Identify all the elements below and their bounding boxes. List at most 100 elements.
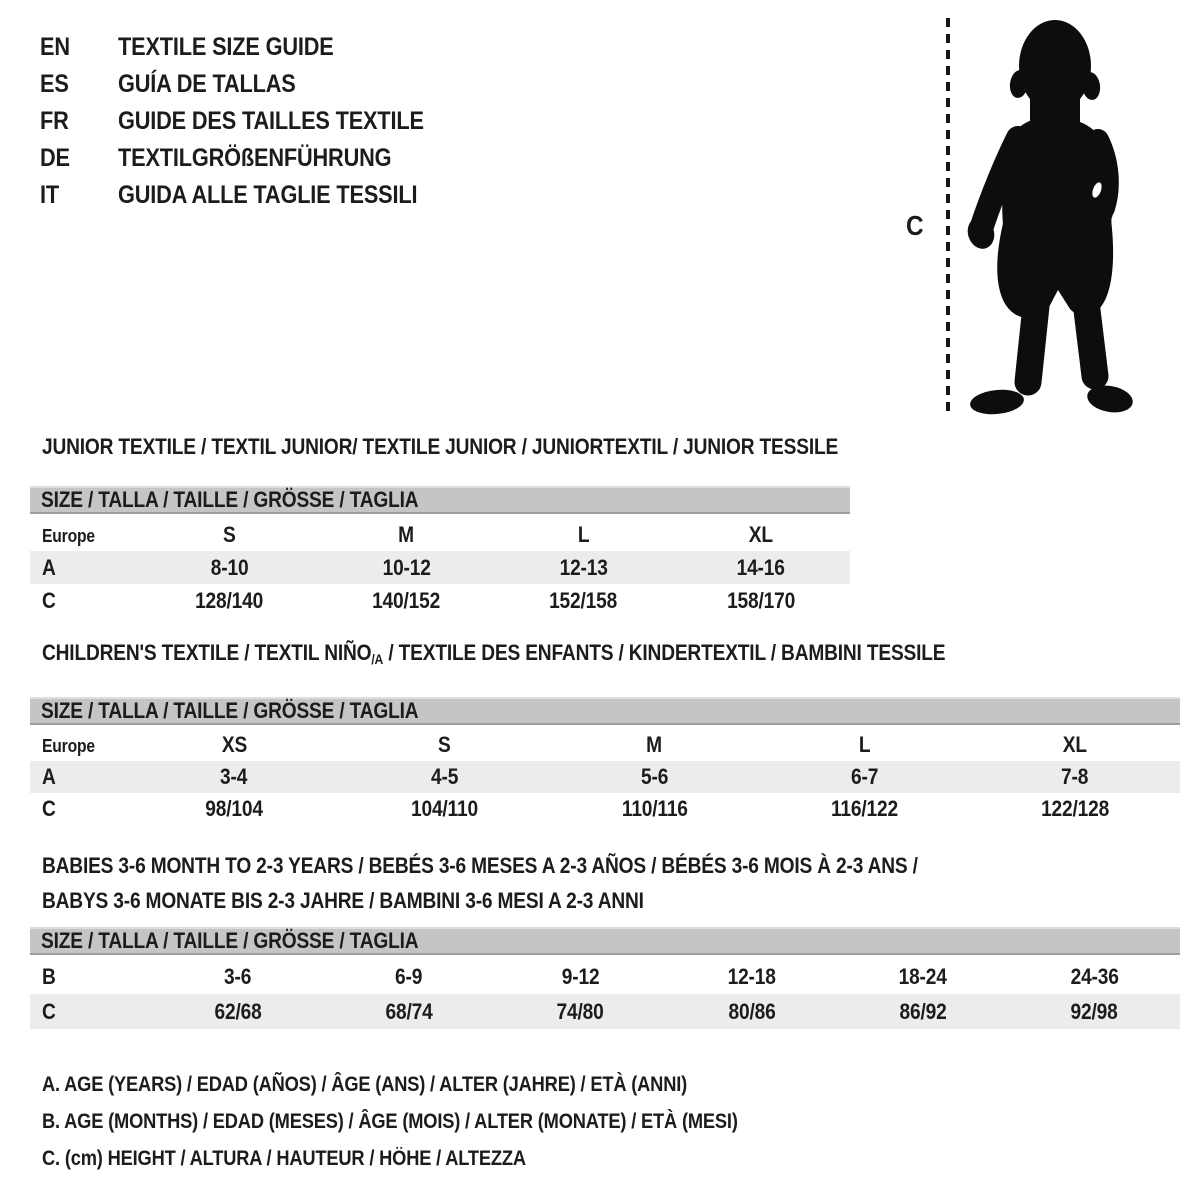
cell-text: 7-8 — [1061, 764, 1089, 789]
value-cell: 140/152 — [318, 588, 495, 614]
cell-text: 9-12 — [561, 963, 600, 989]
size-cell: XL — [672, 522, 849, 548]
value-cell: 104/110 — [339, 796, 549, 822]
language-title: GUÍA DE TALLAS — [118, 70, 322, 99]
language-code-text: FR — [40, 107, 69, 135]
language-row-it: IT GUIDA ALLE TAGLIE TESSILI — [40, 177, 470, 214]
cell-text: 68/74 — [385, 998, 433, 1024]
size-header-text: SIZE / TALLA / TAILLE / GRÖSSE / TAGLIA — [41, 487, 419, 512]
language-title: GUIDE DES TAILLES TEXTILE — [118, 107, 470, 136]
value-cell: 74/80 — [495, 999, 666, 1025]
legend: A. AGE (YEARS) / EDAD (AÑOS) / ÂGE (ANS)… — [42, 1066, 842, 1177]
language-code-text: ES — [40, 70, 69, 98]
cell-text: C — [42, 998, 56, 1024]
value-cell: 8-10 — [141, 555, 318, 581]
junior-heading-text: JUNIOR TEXTILE / TEXTIL JUNIOR/ TEXTILE … — [42, 434, 839, 459]
row-label-cell: B — [30, 964, 152, 990]
cell-text: Europe — [42, 525, 95, 546]
language-title-text: TEXTILGRÖßENFÜHRUNG — [118, 144, 392, 172]
language-code-text: IT — [40, 181, 59, 209]
table-row-age: A 3-4 4-5 5-6 6-7 7-8 — [30, 761, 1180, 793]
size-header-bar: SIZE / TALLA / TAILLE / GRÖSSE / TAGLIA — [30, 697, 1180, 725]
value-cell: 3-4 — [129, 764, 339, 790]
toddler-silhouette-icon — [967, 20, 1133, 415]
legend-line-b-text: B. AGE (MONTHS) / EDAD (MESES) / ÂGE (MO… — [42, 1109, 738, 1133]
language-title: TEXTILGRÖßENFÜHRUNG — [118, 144, 432, 173]
table-row-height: C 128/140 140/152 152/158 158/170 — [30, 584, 850, 617]
value-cell: 5-6 — [549, 764, 759, 790]
cell-text: 5-6 — [640, 764, 669, 789]
cell-text: 12-13 — [559, 554, 608, 580]
table-row-height: C 98/104 104/110 110/116 116/122 122/128 — [30, 793, 1180, 825]
value-cell: 158/170 — [672, 588, 849, 614]
babies-section-heading: BABIES 3-6 MONTH TO 2-3 YEARS / BEBÉS 3-… — [42, 848, 1049, 918]
cell-text: 3-6 — [223, 963, 252, 989]
cell-text: M — [646, 732, 663, 757]
table-row-height: C 62/68 68/74 74/80 80/86 86/92 92/98 — [30, 994, 1180, 1029]
value-cell: 7-8 — [970, 764, 1180, 790]
size-cell: L — [495, 522, 672, 548]
table-row-sizes: Europe S M L XL — [30, 518, 850, 551]
size-header-text: SIZE / TALLA / TAILLE / GRÖSSE / TAGLIA — [41, 928, 419, 953]
cell-text: 18-24 — [898, 963, 947, 989]
language-code: IT — [40, 181, 118, 210]
babies-size-table: SIZE / TALLA / TAILLE / GRÖSSE / TAGLIA … — [30, 927, 1180, 1029]
cell-text: 6-7 — [851, 764, 879, 789]
cell-text: 116/122 — [831, 796, 899, 821]
cell-text: 140/152 — [372, 587, 441, 613]
junior-size-table: SIZE / TALLA / TAILLE / GRÖSSE / TAGLIA … — [30, 486, 850, 617]
language-title-text: GUIDA ALLE TAGLIE TESSILI — [118, 181, 418, 209]
value-cell: 12-13 — [495, 555, 672, 581]
cell-text: 86/92 — [899, 998, 947, 1024]
value-cell: 92/98 — [1009, 999, 1180, 1025]
value-cell: 98/104 — [129, 796, 339, 822]
table-row-age: A 8-10 10-12 12-13 14-16 — [30, 551, 850, 584]
size-cell: XS — [129, 732, 339, 758]
language-title-text: TEXTILE SIZE GUIDE — [118, 33, 334, 61]
legend-line-c: C. (cm) HEIGHT / ALTURA / HAUTEUR / HÖHE… — [42, 1140, 842, 1177]
size-cell: M — [318, 522, 495, 548]
language-title: TEXTILE SIZE GUIDE — [118, 33, 366, 62]
language-code: FR — [40, 107, 118, 136]
cell-text: A — [42, 554, 56, 580]
size-cell: XL — [970, 732, 1180, 758]
language-row-fr: FR GUIDE DES TAILLES TEXTILE — [40, 103, 470, 140]
children-size-table: SIZE / TALLA / TAILLE / GRÖSSE / TAGLIA … — [30, 697, 1180, 825]
legend-line-b: B. AGE (MONTHS) / EDAD (MESES) / ÂGE (MO… — [42, 1103, 842, 1140]
value-cell: 12-18 — [666, 964, 837, 990]
size-cell: S — [339, 732, 549, 758]
size-header-bar: SIZE / TALLA / TAILLE / GRÖSSE / TAGLIA — [30, 927, 1180, 955]
cell-text: 8-10 — [210, 554, 249, 580]
height-measure-dashed-line — [946, 18, 950, 416]
size-cell: M — [549, 732, 759, 758]
cell-text: 4-5 — [430, 764, 458, 789]
language-code: DE — [40, 144, 118, 173]
value-cell: 4-5 — [339, 764, 549, 790]
language-code-text: DE — [40, 144, 70, 172]
cell-text: L — [858, 732, 871, 757]
cell-text: 122/128 — [1040, 796, 1109, 821]
value-cell: 18-24 — [837, 964, 1008, 990]
value-cell: 110/116 — [549, 796, 759, 822]
value-cell: 9-12 — [495, 964, 666, 990]
value-cell: 86/92 — [837, 999, 1008, 1025]
children-heading-pre: CHILDREN'S TEXTILE / TEXTIL NIÑO — [42, 640, 372, 665]
cell-text: S — [437, 732, 451, 757]
cell-text: C — [42, 796, 56, 821]
cell-text: 152/158 — [549, 587, 618, 613]
value-cell: 68/74 — [323, 999, 494, 1025]
legend-line-c-text: C. (cm) HEIGHT / ALTURA / HAUTEUR / HÖHE… — [42, 1146, 526, 1170]
height-measure-label-text: C — [906, 210, 924, 241]
junior-section-heading: JUNIOR TEXTILE / TEXTIL JUNIOR/ TEXTILE … — [42, 434, 957, 460]
value-cell: 128/140 — [141, 588, 318, 614]
value-cell: 116/122 — [760, 796, 970, 822]
cell-text: 6-9 — [395, 963, 423, 989]
babies-heading-line1-text: BABIES 3-6 MONTH TO 2-3 YEARS / BEBÉS 3-… — [42, 852, 918, 878]
language-title-text: GUIDE DES TAILLES TEXTILE — [118, 107, 424, 135]
cell-text: 10-12 — [382, 554, 431, 580]
language-title: GUIDA ALLE TAGLIE TESSILI — [118, 181, 462, 210]
height-measure-label: C — [906, 210, 926, 242]
cell-text: C — [42, 587, 56, 613]
cell-text: A — [42, 764, 56, 789]
cell-text: 24-36 — [1070, 963, 1119, 989]
